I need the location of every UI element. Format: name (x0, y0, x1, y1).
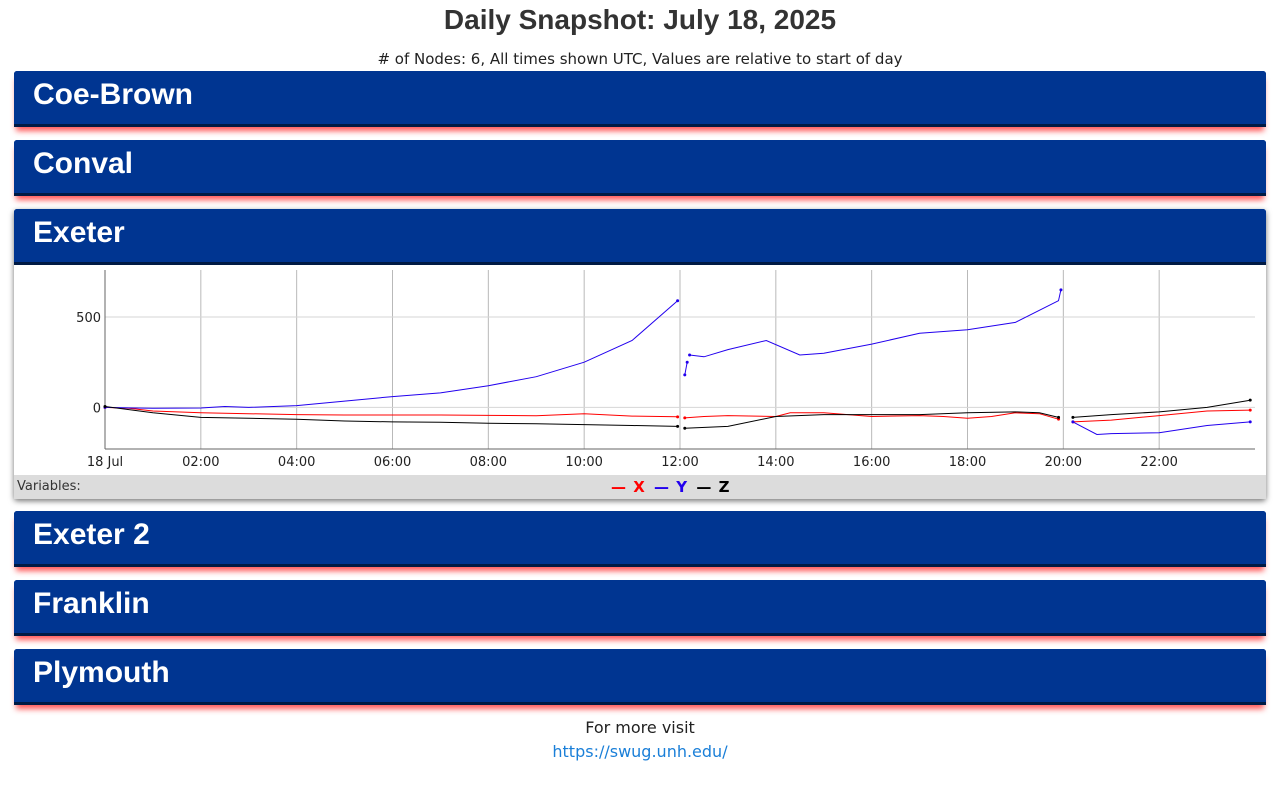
footer-text: For more visit (585, 718, 695, 737)
series-z-point (1248, 398, 1252, 402)
legend-bar: Variables: — X — Y — Z (14, 475, 1266, 499)
series-x-point (1248, 408, 1252, 412)
series-z-point (1071, 415, 1075, 419)
panel-header[interactable]: Plymouth (14, 649, 1266, 705)
series-y-point (1248, 420, 1252, 424)
panel-header[interactable]: Franklin (14, 580, 1266, 636)
series-x-point (683, 416, 687, 420)
x-tick-label: 18 Jul (87, 455, 123, 470)
series-y-line (684, 362, 688, 375)
x-tick-label: 04:00 (278, 455, 315, 470)
legend-swatch-y: — (654, 478, 670, 496)
series-y-point (1071, 420, 1075, 424)
x-tick-label: 06:00 (374, 455, 411, 470)
legend-name-z: Z (718, 478, 730, 496)
series-z-point (103, 405, 107, 409)
x-tick-label: 18:00 (949, 455, 986, 470)
page-title: Daily Snapshot: July 18, 2025 (443, 4, 837, 35)
panel-header[interactable]: Exeter (14, 209, 1266, 265)
panel-exeter: Exeter 18 Jul 02:00 04:00 06:00 08:00 10:00 12… (14, 209, 1266, 499)
panel-exeter-2[interactable]: Exeter 2 (14, 511, 1266, 567)
legend-item-y[interactable]: — Y (654, 478, 689, 496)
x-tick-label: 12:00 (661, 455, 698, 470)
series-y-point (688, 353, 692, 357)
panel-plymouth[interactable]: Plymouth (14, 649, 1266, 705)
series-z-line (1072, 399, 1251, 418)
series-z-point (1057, 415, 1061, 419)
panel-header[interactable]: Conval (14, 140, 1266, 196)
series-x-point (676, 415, 680, 419)
series-z-line (684, 411, 1059, 429)
legend-label: Variables: (17, 479, 81, 494)
x-tick-label: 22:00 (1140, 455, 1177, 470)
legend-item-z[interactable]: — Z (696, 478, 731, 496)
legend-swatch-z: — (696, 478, 712, 496)
series-x-line (1072, 409, 1251, 423)
y-tick-label: 0 (93, 401, 101, 416)
series-y-line (1072, 421, 1251, 436)
series-y-point (685, 360, 689, 364)
x-tick-label: 02:00 (182, 455, 219, 470)
series-z-point (676, 424, 680, 428)
legend-name-x: X (633, 478, 645, 496)
legend-items: — X — Y — Z (611, 475, 734, 499)
series-x-line (684, 412, 1059, 420)
chart-area: 18 Jul 02:00 04:00 06:00 08:00 10:00 12:00 14:0… (14, 265, 1266, 475)
panel-header[interactable]: Exeter 2 (14, 511, 1266, 567)
series-z-point (683, 426, 687, 430)
x-tick-label: 10:00 (565, 455, 602, 470)
series-y-point (676, 299, 680, 303)
x-tick-label: 08:00 (470, 455, 507, 470)
y-tick-label: 500 (76, 311, 101, 326)
panel-header[interactable]: Coe-Brown (14, 71, 1266, 127)
series-y-point (683, 373, 687, 377)
series-x-line (104, 406, 678, 418)
exeter-chart: 18 Jul 02:00 04:00 06:00 08:00 10:00 12:00 14:0… (76, 270, 1255, 470)
panel-franklin[interactable]: Franklin (14, 580, 1266, 636)
legend-name-y: Y (676, 478, 688, 496)
series-y-line (689, 289, 1062, 358)
x-tick-label: 14:00 (757, 455, 794, 470)
legend-item-x[interactable]: — X (611, 478, 647, 496)
x-tick-label: 16:00 (853, 455, 890, 470)
page-subtitle: # of Nodes: 6, All times shown UTC, Valu… (377, 50, 903, 68)
series-y-point (1059, 288, 1063, 292)
x-tick-label: 20:00 (1045, 455, 1082, 470)
panel-conval[interactable]: Conval (14, 140, 1266, 196)
series-y-line (104, 300, 678, 409)
footer-link[interactable]: https://swug.unh.edu/ (552, 742, 728, 761)
panel-coe-brown[interactable]: Coe-Brown (14, 71, 1266, 127)
series-z-line (104, 406, 678, 427)
legend-swatch-x: — (611, 478, 626, 496)
